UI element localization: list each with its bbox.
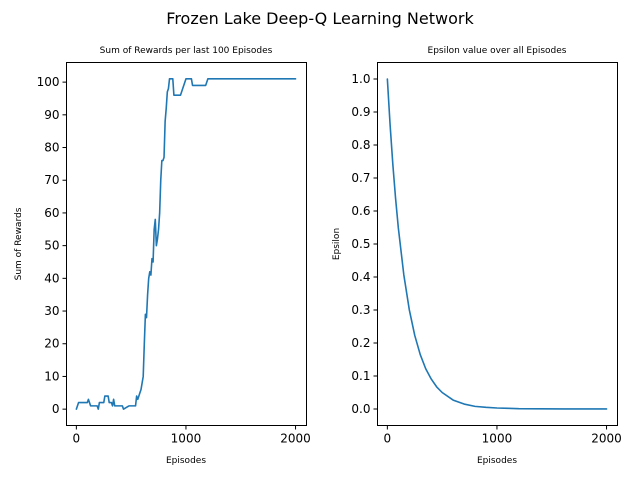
figure-title: Frozen Lake Deep-Q Learning Network (166, 9, 474, 28)
rewards-y-tick-label: 60 (44, 206, 59, 220)
rewards-y-tick-label: 70 (44, 173, 59, 187)
epsilon-x-tick-label: 1000 (482, 432, 513, 446)
epsilon-y-tick-label: 0.7 (351, 171, 370, 185)
epsilon-plot-marks: 0 1000 2000 0.0 0.1 0.2 0.3 0.4 0.5 0.6 0.7 0.8 0.9 1… (351, 72, 621, 446)
rewards-y-axis-label: Sum of Rewards (14, 207, 24, 280)
rewards-y-tick-label: 0 (52, 402, 60, 416)
rewards-x-tick-label: 1000 (171, 432, 202, 446)
epsilon-x-tick-label: 2000 (591, 432, 622, 446)
rewards-plot-marks: 0 1000 2000 0 10 20 30 40 50 60 70 80 90 100 (37, 75, 311, 445)
rewards-series-line (75, 78, 297, 410)
epsilon-plot-title: Epsilon value over all Episodes (428, 46, 567, 56)
epsilon-x-axis-label: Episodes (477, 456, 517, 466)
epsilon-y-tick-label: 0.5 (351, 237, 370, 251)
rewards-y-tick-label: 30 (44, 304, 59, 318)
epsilon-plot-frame (377, 62, 618, 426)
epsilon-y-tick-label: 0.9 (351, 105, 370, 119)
epsilon-y-tick-label: 1.0 (351, 72, 370, 86)
epsilon-y-tick-label: 0.6 (351, 204, 370, 218)
epsilon-y-tick-label: 0.0 (351, 402, 370, 416)
epsilon-y-axis-label: Epsilon (332, 228, 342, 260)
rewards-y-tick-label: 50 (44, 239, 59, 253)
epsilon-y-tick-label: 0.1 (351, 369, 370, 383)
epsilon-y-tick-label: 0.3 (351, 303, 370, 317)
rewards-y-tick-label: 40 (44, 271, 59, 285)
epsilon-y-tick-label: 0.8 (351, 138, 370, 152)
epsilon-x-tick-label: 0 (384, 432, 392, 446)
rewards-y-tick-label: 90 (44, 108, 59, 122)
rewards-y-tick-label: 10 (44, 369, 59, 383)
rewards-x-tick-label: 0 (73, 432, 81, 446)
rewards-y-tick-label: 20 (44, 337, 59, 351)
rewards-y-tick-label: 80 (44, 141, 59, 155)
rewards-plot-frame (66, 62, 307, 426)
epsilon-y-tick-label: 0.4 (351, 270, 370, 284)
epsilon-plot: Epsilon value over all Episodes Episodes… (332, 46, 622, 466)
rewards-plot-title: Sum of Rewards per last 100 Episodes (100, 46, 273, 56)
rewards-plot: Sum of Rewards per last 100 Episodes Epi… (14, 46, 311, 466)
rewards-x-tick-label: 2000 (280, 432, 311, 446)
epsilon-y-tick-label: 0.2 (351, 336, 370, 350)
rewards-y-tick-label: 100 (37, 75, 60, 89)
epsilon-series-line (386, 78, 608, 410)
rewards-x-axis-label: Episodes (166, 456, 206, 466)
